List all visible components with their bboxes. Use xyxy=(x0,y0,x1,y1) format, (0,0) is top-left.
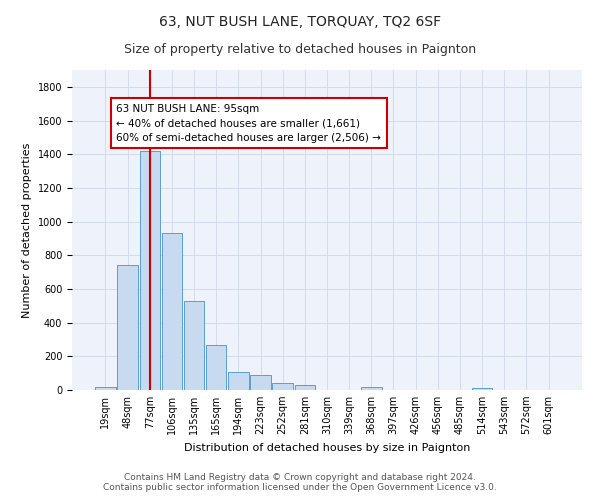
Bar xyxy=(140,151,160,390)
Text: 63 NUT BUSH LANE: 95sqm
← 40% of detached houses are smaller (1,661)
60% of semi: 63 NUT BUSH LANE: 95sqm ← 40% of detache… xyxy=(116,104,382,144)
Bar xyxy=(295,386,315,390)
Bar xyxy=(184,300,204,390)
Bar xyxy=(161,232,182,390)
Bar xyxy=(228,372,248,390)
Bar xyxy=(361,388,382,390)
X-axis label: Distribution of detached houses by size in Paignton: Distribution of detached houses by size … xyxy=(184,442,470,452)
Bar xyxy=(206,346,226,390)
Bar xyxy=(472,388,493,390)
Text: Contains HM Land Registry data © Crown copyright and database right 2024.
Contai: Contains HM Land Registry data © Crown c… xyxy=(103,473,497,492)
Bar xyxy=(250,374,271,390)
Text: Size of property relative to detached houses in Paignton: Size of property relative to detached ho… xyxy=(124,42,476,56)
Y-axis label: Number of detached properties: Number of detached properties xyxy=(22,142,32,318)
Bar xyxy=(118,266,138,390)
Text: 63, NUT BUSH LANE, TORQUAY, TQ2 6SF: 63, NUT BUSH LANE, TORQUAY, TQ2 6SF xyxy=(159,15,441,29)
Bar xyxy=(95,386,116,390)
Bar xyxy=(272,384,293,390)
